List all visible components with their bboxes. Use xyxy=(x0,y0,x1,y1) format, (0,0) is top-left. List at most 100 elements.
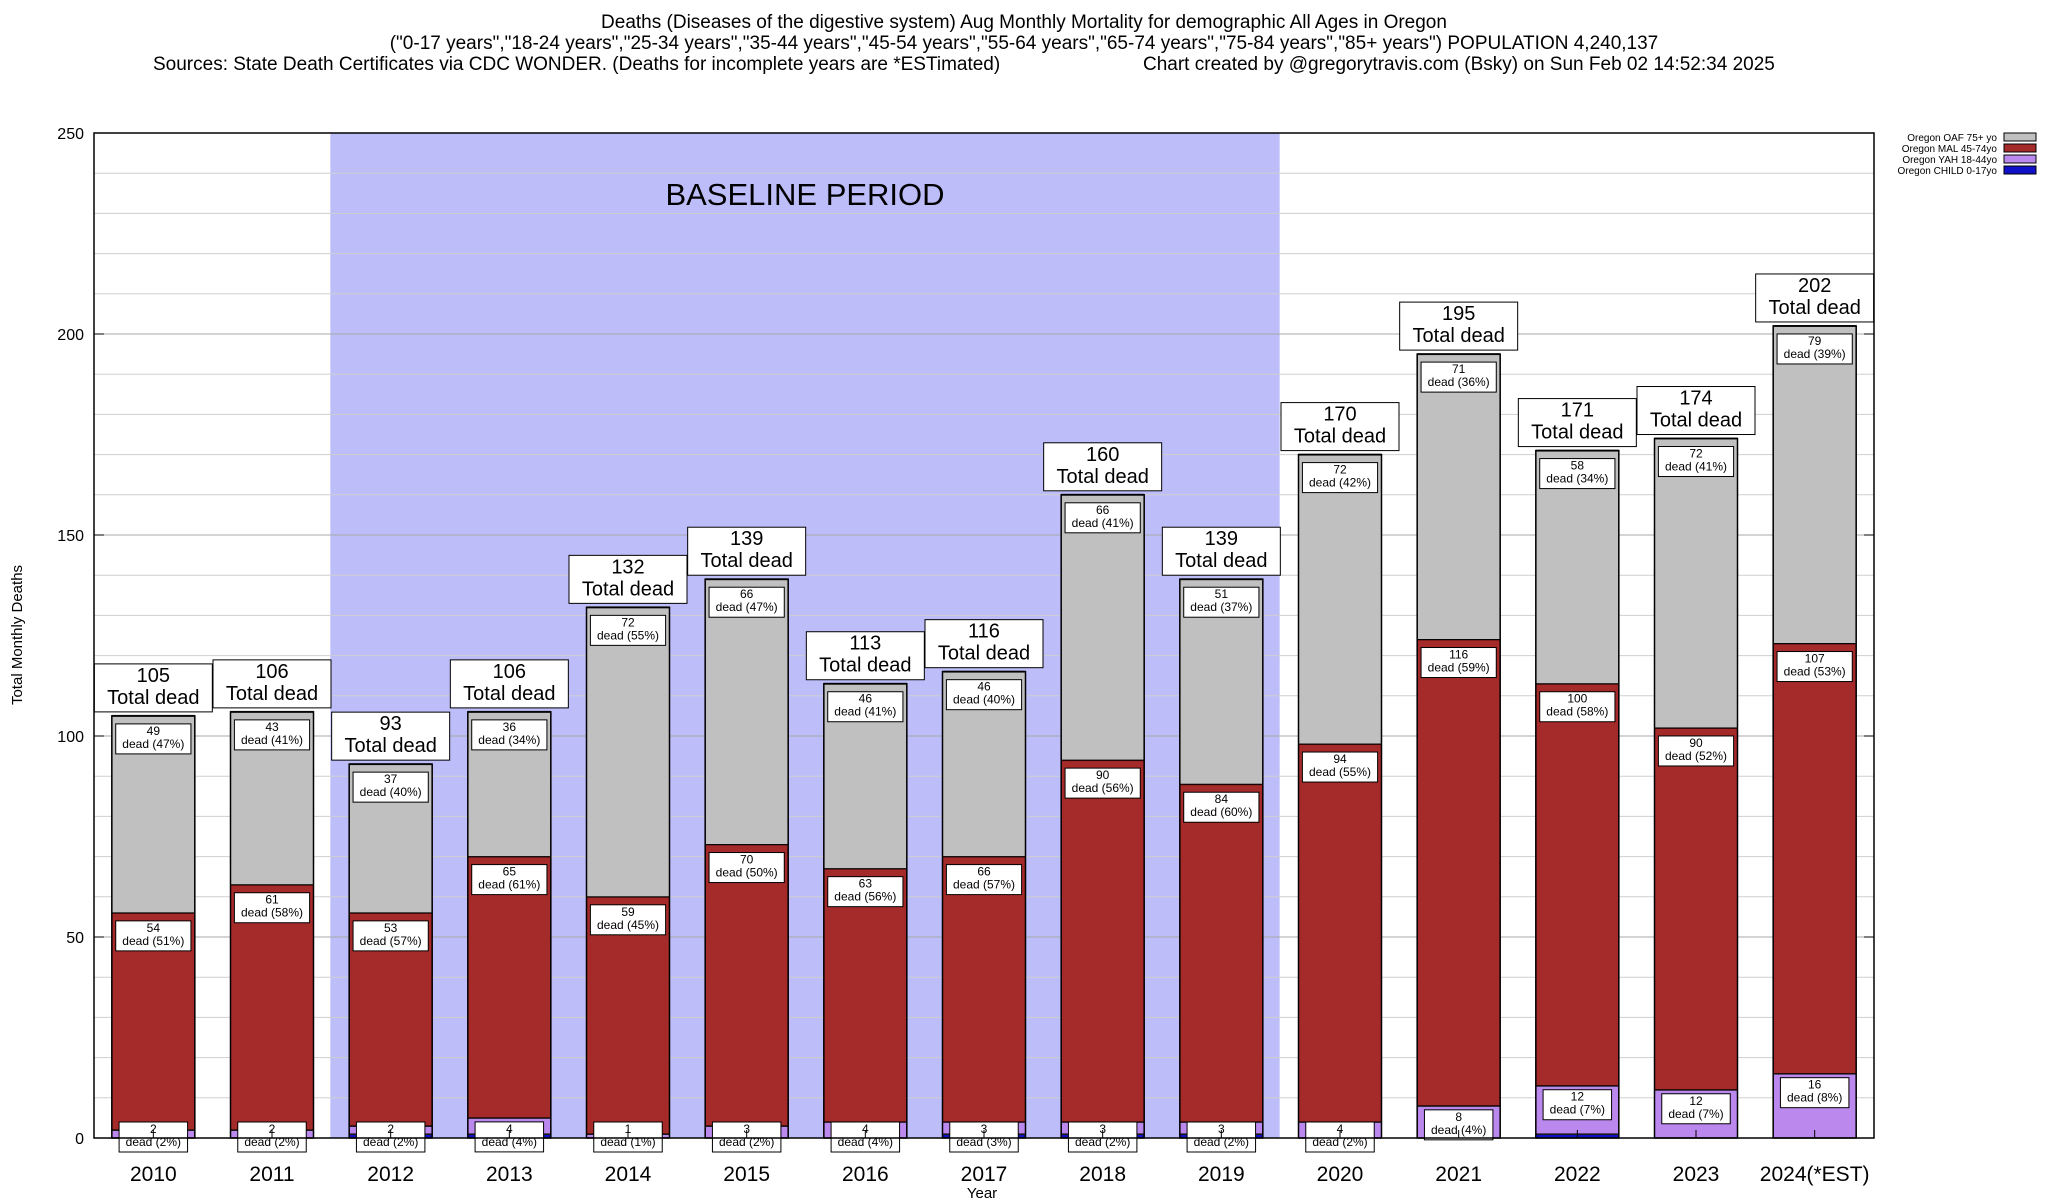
total-label-box xyxy=(924,619,1044,669)
oaf-label-text: 46 xyxy=(859,692,873,706)
mal-label-text: 100 xyxy=(1567,692,1587,706)
legend-entry-label: Oregon CHILD 0-17yo xyxy=(1898,166,1998,177)
x-tick-label: 2019 xyxy=(1198,1163,1245,1186)
mal-label-text: dead (58%) xyxy=(1546,705,1608,719)
mal-label-text: dead (60%) xyxy=(1190,805,1252,819)
total-label-box xyxy=(1755,273,1875,323)
yah-label-text: 16 xyxy=(1808,1078,1822,1092)
total-label-box xyxy=(449,659,569,709)
mal-label-text: dead (59%) xyxy=(1428,661,1490,675)
x-tick-label: 2017 xyxy=(961,1163,1008,1186)
oaf-label-text: dead (47%) xyxy=(122,737,184,751)
oaf-label-text: dead (37%) xyxy=(1190,600,1252,614)
oaf-label-box xyxy=(1301,462,1379,494)
y-tick-label: 200 xyxy=(57,327,84,344)
legend-swatch xyxy=(2003,154,2037,164)
total-label-text: Total dead xyxy=(1531,422,1623,444)
total-label-box xyxy=(1399,301,1519,351)
x-tick-label: 2016 xyxy=(842,1163,889,1186)
oaf-label-box xyxy=(708,586,785,618)
total-label-text: Total dead xyxy=(938,643,1030,665)
yah-label-text: 3 xyxy=(743,1122,750,1136)
total-label-text: 202 xyxy=(1798,275,1831,297)
mal-label-box xyxy=(1420,647,1497,679)
yah-label-text: 8 xyxy=(1455,1110,1462,1124)
mal-label-text: dead (56%) xyxy=(1072,781,1134,795)
bar-2014 xyxy=(585,606,671,1139)
mal-label-text: 107 xyxy=(1805,652,1825,666)
oaf-segment xyxy=(1060,494,1145,761)
bar-2013 xyxy=(467,710,552,1139)
yah-label-text: 2 xyxy=(387,1122,394,1136)
x-tick-label: 2015 xyxy=(723,1163,770,1186)
oaf-label-box xyxy=(827,691,904,723)
total-label-text: 174 xyxy=(1679,388,1712,410)
mal-segment xyxy=(1298,743,1382,1123)
oaf-label-box xyxy=(589,614,667,646)
x-axis-label: Year xyxy=(967,1185,997,1200)
bar-2023 xyxy=(1653,437,1739,1139)
mal-label-text: dead (45%) xyxy=(597,918,659,932)
total-label-text: Total dead xyxy=(819,655,911,677)
oaf-label-box xyxy=(115,723,192,755)
x-tick-label: 2013 xyxy=(486,1163,533,1186)
yah-label-box xyxy=(237,1121,307,1153)
yah-label-text: 4 xyxy=(1337,1122,1344,1136)
total-label-text: Total dead xyxy=(1175,550,1267,572)
total-label-box xyxy=(1043,442,1163,492)
oaf-label-text: 58 xyxy=(1571,459,1585,473)
mal-segment xyxy=(1060,759,1145,1123)
mal-label-text: 63 xyxy=(859,877,873,891)
bar-2011 xyxy=(229,710,315,1139)
y-tick-label: 0 xyxy=(75,1131,84,1148)
chart-header: Deaths (Diseases of the digestive system… xyxy=(0,12,2048,75)
mal-segment xyxy=(1535,683,1620,1087)
bar-2021 xyxy=(1416,353,1501,1139)
oaf-label-text: 66 xyxy=(740,587,754,601)
mal-label-box xyxy=(1539,691,1616,723)
total-label-text: Total dead xyxy=(107,687,199,709)
yah-label-text: 4 xyxy=(862,1122,869,1136)
x-tick-label: 2014 xyxy=(605,1163,652,1186)
bar-2020 xyxy=(1297,453,1383,1139)
mal-label-box xyxy=(827,876,904,908)
total-label-text: 132 xyxy=(611,556,644,578)
yah-label-text: 3 xyxy=(1218,1122,1225,1136)
oaf-segment xyxy=(704,578,789,846)
x-tick-label: 2020 xyxy=(1317,1163,1364,1186)
bar-2022 xyxy=(1535,449,1620,1139)
mal-label-text: dead (57%) xyxy=(360,934,422,948)
legend-swatch xyxy=(2003,165,2037,175)
total-label-box xyxy=(568,554,688,604)
oaf-label-box xyxy=(1657,446,1735,478)
oaf-segment xyxy=(586,606,670,898)
oaf-label-box xyxy=(1776,333,1853,365)
bar-2018 xyxy=(1060,493,1145,1139)
total-label-text: 106 xyxy=(493,661,526,683)
mal-label-box xyxy=(1776,651,1853,683)
bar-2019 xyxy=(1179,578,1264,1139)
total-label-box xyxy=(331,711,451,761)
